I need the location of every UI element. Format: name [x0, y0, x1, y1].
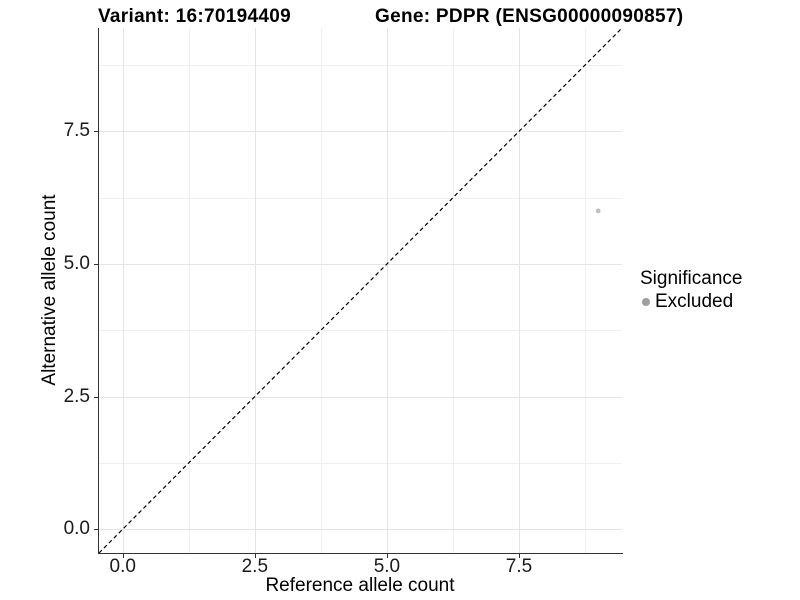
minor-gridline-y [99, 462, 622, 464]
legend-item-excluded: Excluded [640, 291, 742, 313]
legend: Significance Excluded [640, 268, 742, 313]
x-tick-label: 2.5 [241, 556, 269, 577]
major-gridline-y [99, 396, 622, 398]
y-tick-label: 7.5 [63, 120, 90, 142]
legend-title: Significance [640, 268, 743, 289]
major-gridline-y [99, 529, 622, 531]
major-gridline-y [99, 263, 622, 265]
plot-draw-layer [98, 27, 623, 554]
x-axis-line [98, 553, 623, 554]
y-tick-mark [94, 131, 98, 133]
y-tick-label: 0.0 [63, 518, 90, 540]
plot-title-gene: Gene: PDPR (ENSG00000090857) [375, 6, 684, 27]
x-tick-mark [518, 554, 520, 558]
minor-gridline-y [99, 65, 622, 67]
minor-gridline-x [320, 28, 322, 553]
major-gridline-x [254, 28, 256, 553]
identity-dashed-line [98, 27, 623, 554]
x-tick-label: 5.0 [373, 556, 401, 577]
x-tick-label: 7.5 [505, 556, 533, 577]
minor-gridline-x [188, 28, 190, 553]
y-tick-mark [94, 263, 98, 265]
y-tick-label: 5.0 [63, 252, 90, 274]
plot-title-variant: Variant: 16:70194409 [98, 6, 291, 27]
y-axis-title: Alternative allele count [39, 194, 60, 386]
y-tick-mark [94, 529, 98, 531]
minor-gridline-x [452, 28, 454, 553]
data-point-excluded [595, 208, 601, 214]
minor-gridline-y [99, 330, 622, 332]
y-tick-label: 2.5 [63, 385, 90, 407]
major-gridline-x [386, 28, 388, 553]
y-tick-mark [94, 396, 98, 398]
x-tick-label: 0.0 [109, 556, 136, 577]
minor-gridline-x [585, 28, 587, 553]
major-gridline-y [99, 131, 622, 133]
x-tick-mark [122, 554, 124, 558]
x-tick-mark [254, 554, 256, 558]
plot-panel [98, 27, 623, 554]
x-tick-mark [386, 554, 388, 558]
y-axis-line [98, 28, 99, 554]
major-gridline-x [518, 28, 520, 553]
major-gridline-x [122, 28, 124, 553]
legend-point-icon [642, 298, 650, 306]
x-axis-title: Reference allele count [265, 575, 455, 596]
minor-gridline-y [99, 197, 622, 199]
legend-item-label: Excluded [655, 291, 734, 312]
